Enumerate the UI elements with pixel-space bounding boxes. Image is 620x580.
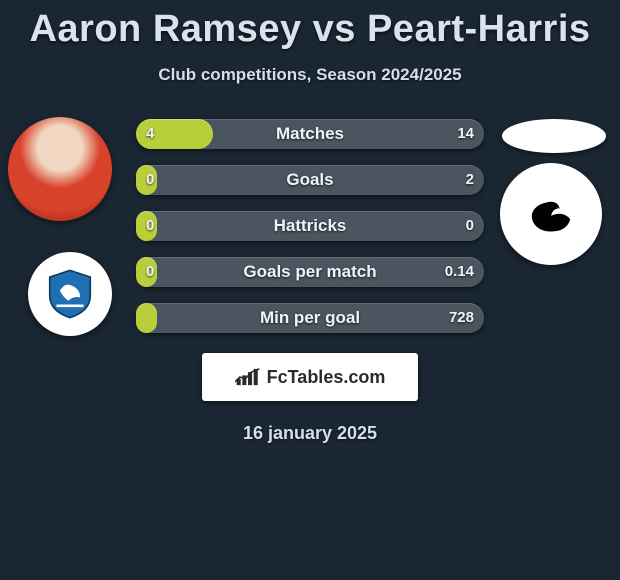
stat-label: Goals [136, 165, 484, 195]
stat-bar: Min per goal728 [136, 303, 484, 333]
stat-value-right: 728 [449, 303, 474, 333]
stat-value-right: 0.14 [445, 257, 474, 287]
player-right-oval [502, 119, 606, 153]
stat-label: Min per goal [136, 303, 484, 333]
stat-label: Hattricks [136, 211, 484, 241]
stat-value-right: 0 [466, 211, 474, 241]
stat-bar: 0Hattricks0 [136, 211, 484, 241]
swansea-swan-icon [516, 179, 586, 249]
stat-bar: 0Goals2 [136, 165, 484, 195]
stat-bar: 0Goals per match0.14 [136, 257, 484, 287]
stat-value-right: 2 [466, 165, 474, 195]
cardiff-shield-icon [43, 267, 97, 321]
page-title: Aaron Ramsey vs Peart-Harris [0, 0, 620, 51]
club-right-badge [500, 163, 602, 265]
stat-value-right: 14 [457, 119, 474, 149]
branding-banner[interactable]: FcTables.com [202, 353, 418, 401]
date-text: 16 january 2025 [0, 423, 620, 444]
player-left-photo [8, 117, 112, 221]
chart-icon [235, 367, 261, 387]
stat-bar: 4Matches14 [136, 119, 484, 149]
stat-label: Matches [136, 119, 484, 149]
stat-bars: 4Matches140Goals20Hattricks00Goals per m… [136, 119, 484, 349]
comparison-panel: 4Matches140Goals20Hattricks00Goals per m… [0, 117, 620, 347]
stat-label: Goals per match [136, 257, 484, 287]
subtitle: Club competitions, Season 2024/2025 [0, 65, 620, 85]
club-left-badge [28, 252, 112, 336]
branding-text: FcTables.com [267, 367, 386, 388]
